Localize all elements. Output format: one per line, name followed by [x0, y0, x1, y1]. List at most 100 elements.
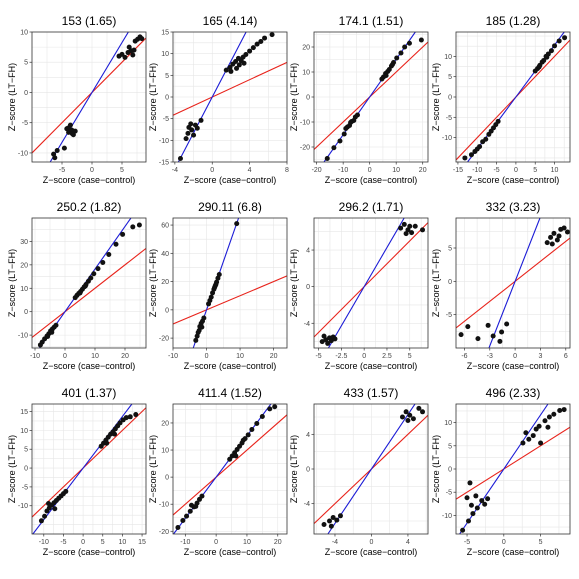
data-point [394, 55, 400, 61]
y-tick-label: 0 [165, 307, 169, 314]
panel-3: -20 -10 0 10 20 -20 -10 0 10 20 174.1 (1.51) Z−scor… [289, 14, 429, 185]
y-tick-label: -5 [22, 120, 28, 127]
data-point [201, 315, 207, 321]
x-axis-label: Z−score (case−control) [325, 175, 418, 185]
plot-area [314, 218, 428, 348]
x-tick-label: 0 [214, 539, 218, 546]
y-tick-label: 0 [24, 90, 28, 97]
y-axis-label: Z−score (LT−FH) [431, 63, 441, 131]
y-tick-label: -5 [163, 116, 169, 123]
x-tick-label: 20 [121, 353, 129, 360]
data-point [249, 426, 255, 432]
identity-line [173, 61, 287, 116]
data-point [272, 404, 278, 410]
data-point [54, 148, 60, 154]
data-point [475, 336, 481, 342]
data-point [61, 145, 67, 151]
y-tick-label: 0 [306, 95, 310, 102]
data-point [330, 515, 336, 521]
x-tick-label: -10 [39, 539, 49, 546]
data-point [409, 230, 415, 236]
data-point [497, 338, 503, 344]
reference-lines [314, 404, 428, 534]
panel-11: -4 0 4 -4 0 4 433 (1.57) Z−score (case−control)… [289, 386, 429, 557]
panel-7: -5 -2.5 0 2.5 5 -4 0 4 296.2 (1.71) Z−score (case… [289, 200, 429, 371]
identity-line [173, 275, 287, 325]
y-axis-label: Z−score (LT−FH) [289, 435, 299, 503]
x-tick-label: -5 [59, 167, 65, 174]
data-point [243, 52, 249, 58]
panel-8: -6 -3 0 3 6 -5 0 5 332 (3.23) Z−score (case−contr… [431, 200, 571, 371]
panel-frame [313, 217, 429, 349]
data-point [216, 272, 222, 278]
y-tick-label: 30 [20, 239, 28, 246]
y-tick-label: 0 [306, 467, 310, 474]
data-point [95, 266, 101, 272]
x-tick-label: 10 [551, 167, 559, 174]
y-tick-label: -10 [442, 513, 452, 520]
x-tick-label: -5 [60, 539, 66, 546]
data-point [241, 60, 247, 66]
data-point [343, 126, 349, 131]
x-axis-label: Z−score (case−control) [467, 175, 560, 185]
y-tick-label: 20 [20, 262, 28, 269]
y-tick-label: 40 [161, 251, 169, 258]
data-point [530, 433, 536, 439]
y-tick-label: 5 [165, 73, 169, 80]
data-point [52, 506, 58, 512]
data-point [561, 407, 567, 413]
panel-frame [31, 403, 147, 535]
x-tick-label: 10 [392, 167, 400, 174]
y-tick-label: 5 [24, 447, 28, 454]
x-tick-label: 10 [243, 539, 251, 546]
x-axis-label: Z−score (case−control) [184, 547, 277, 557]
data-point [412, 223, 418, 229]
y-axis-label: Z−score (LT−FH) [431, 435, 441, 503]
data-point [65, 125, 71, 131]
y-tick-label: 15 [20, 409, 28, 416]
y-tick-label: -4 [304, 501, 310, 508]
data-point [250, 45, 256, 51]
y-tick-label: 20 [302, 45, 310, 52]
data-point [490, 333, 496, 339]
panel-title: 401 (1.37) [62, 386, 117, 400]
panel-frame [172, 217, 288, 349]
x-tick-label: 5 [539, 539, 543, 546]
data-point [184, 513, 190, 519]
x-tick-label: 0 [205, 353, 209, 360]
panel-9: -10 -5 0 5 10 15 -10 -5 0 5 10 15 401 (1.37) Z−score … [7, 386, 147, 557]
data-point [410, 416, 416, 422]
grid [31, 31, 146, 162]
points [51, 34, 145, 161]
data-point [383, 73, 389, 78]
data-point [269, 32, 275, 38]
data-point [470, 511, 476, 517]
data-point [191, 132, 197, 138]
y-tick-label: -10 [18, 333, 28, 340]
data-point [468, 502, 474, 508]
x-tick-label: 0 [502, 539, 506, 546]
plot-area [173, 404, 287, 534]
y-tick-label: -10 [159, 138, 169, 145]
points [460, 407, 567, 533]
data-point [213, 281, 219, 287]
x-axis-label: Z−score (case−control) [467, 547, 560, 557]
data-point [258, 39, 264, 45]
data-point [399, 414, 405, 420]
x-tick-label: 3 [538, 353, 542, 360]
panel-title: 185 (1.28) [486, 14, 541, 28]
data-point [564, 229, 570, 235]
panel-title: 174.1 (1.51) [339, 14, 404, 28]
y-tick-label: -10 [18, 503, 28, 510]
y-tick-label: 0 [306, 284, 310, 291]
data-point [45, 334, 51, 340]
data-point [321, 521, 327, 527]
panel-frame [455, 217, 571, 349]
data-point [324, 156, 330, 161]
y-axis-label: Z−score (LT−FH) [289, 63, 299, 131]
x-tick-label: -10 [168, 353, 178, 360]
data-point [495, 118, 501, 124]
x-tick-label: 0 [81, 539, 85, 546]
y-tick-label: 5 [448, 443, 452, 450]
y-tick-label: -5 [446, 312, 452, 319]
